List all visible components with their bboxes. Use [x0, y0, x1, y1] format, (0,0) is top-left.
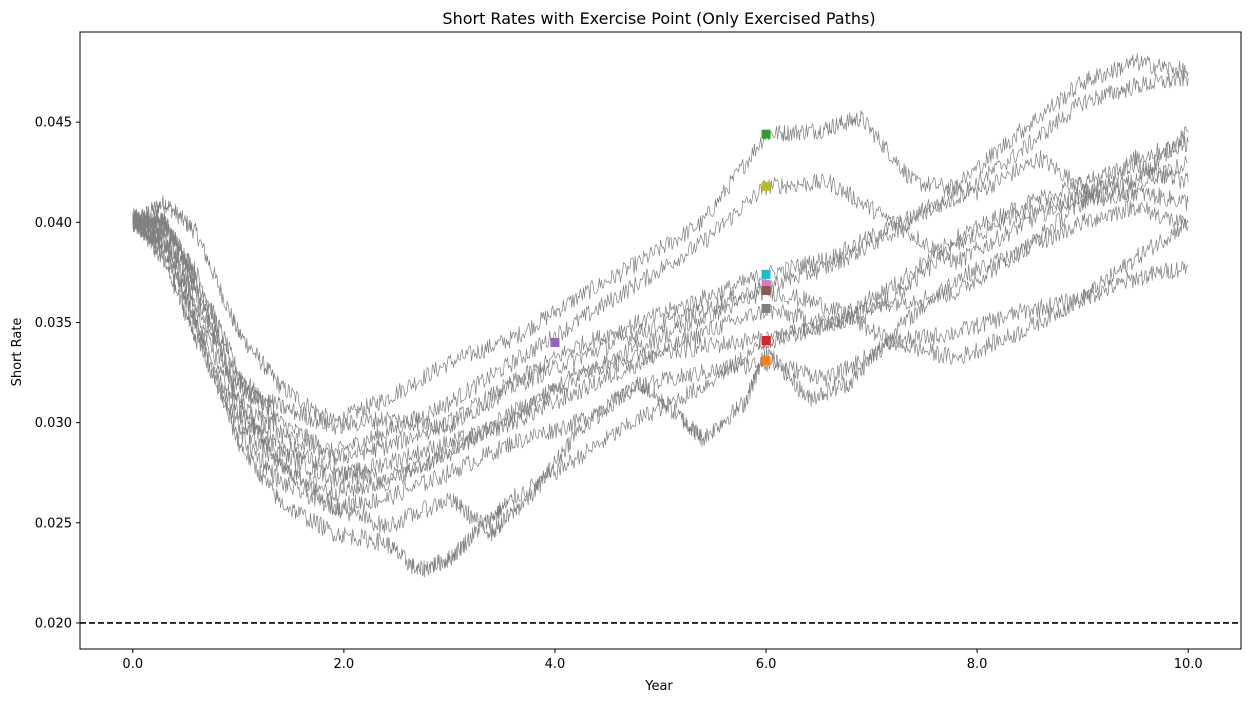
short-rate-path-1	[132, 109, 1189, 428]
y-axis-title: Short Rate	[10, 318, 25, 387]
short-rate-path-10	[132, 200, 1189, 542]
y-tick-label: 0.020	[35, 616, 72, 631]
x-tick-label: 0.0	[122, 657, 143, 672]
short-rate-path-4	[132, 53, 1189, 436]
short-rate-path-8	[132, 215, 1189, 516]
exercise-point-3	[761, 269, 771, 279]
x-tick-label: 8.0	[967, 657, 988, 672]
x-tick-label: 2.0	[334, 657, 355, 672]
x-tick-label: 4.0	[545, 657, 566, 672]
y-tick-label: 0.030	[35, 416, 72, 431]
x-axis-title: Year	[644, 679, 673, 694]
plot-frame	[79, 31, 1242, 650]
exercise-point-5	[761, 285, 771, 295]
exercise-point-9	[550, 338, 560, 348]
exercise-point-8	[761, 356, 771, 366]
short-rate-path-9	[132, 158, 1189, 578]
short-rate-path-7	[132, 183, 1189, 502]
exercise-point-7	[761, 336, 771, 345]
exercise-point-6	[761, 303, 771, 313]
exercise-point-1	[761, 129, 771, 139]
y-tick-label: 0.025	[35, 516, 72, 531]
y-tick-label: 0.045	[35, 116, 72, 131]
exercise-point-4	[761, 279, 771, 289]
chart-title: Short Rates with Exercise Point (Only Ex…	[442, 9, 875, 28]
exercise-point-2	[761, 181, 771, 191]
x-tick-label: 6.0	[756, 657, 777, 672]
y-tick-label: 0.040	[35, 216, 72, 231]
y-tick-label: 0.035	[35, 316, 72, 331]
plot-area: 0.0 2.0 4.0 6.0 8.0 10.0 0.020 0.025 0.030 0.035 0…	[35, 31, 1242, 672]
x-tick-label: 10.0	[1174, 657, 1203, 672]
